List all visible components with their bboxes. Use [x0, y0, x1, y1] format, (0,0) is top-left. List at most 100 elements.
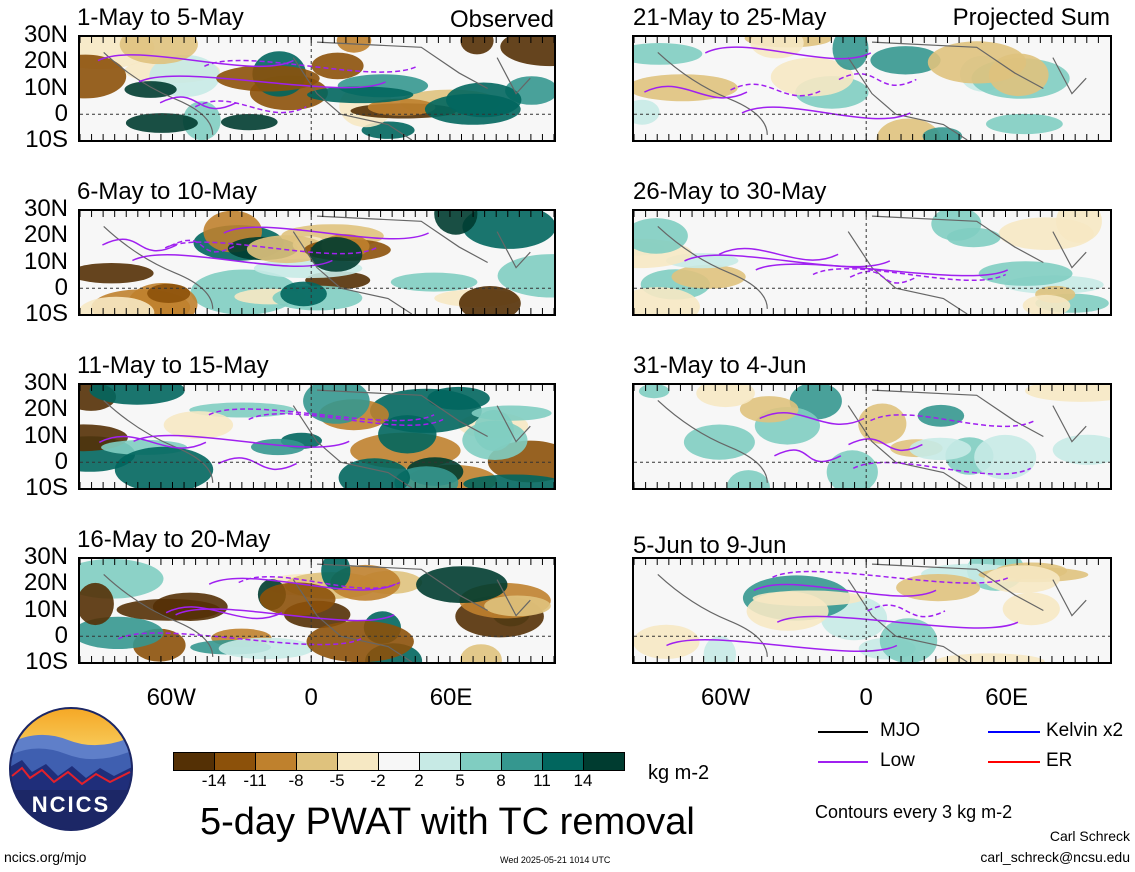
low-contour: [138, 75, 386, 89]
low-contour: [223, 226, 429, 240]
legend-line-er: [988, 761, 1040, 763]
anomaly-blob: [671, 264, 746, 289]
anomaly-blob: [303, 385, 370, 424]
anomaly-blob: [770, 57, 854, 97]
lat-label: 20N: [23, 569, 68, 597]
colorbar-cell: [255, 752, 297, 771]
coastline: [103, 574, 214, 657]
colorbar-label: 5: [455, 771, 465, 790]
map-field: [632, 383, 1112, 490]
lat-label: 10N: [23, 595, 68, 623]
anomaly-blob: [484, 595, 551, 617]
coastline: [496, 579, 531, 617]
logo-icon: [9, 707, 133, 831]
pwat-field: [80, 211, 554, 314]
anomaly-blob: [879, 618, 938, 662]
anomaly-blob: [634, 43, 703, 65]
footer-url: ncics.org/mjo: [4, 849, 87, 865]
low-contour: [666, 639, 898, 652]
anomaly-blob: [726, 470, 770, 488]
anomaly-blob: [927, 41, 1027, 84]
anomaly-blob: [638, 385, 670, 399]
anomaly-blob: [80, 582, 114, 626]
low-contour: [248, 412, 444, 427]
anomaly-blob: [306, 620, 414, 662]
low-contour: [848, 438, 923, 451]
anomaly-blob: [416, 566, 508, 603]
coastline: [1052, 579, 1087, 617]
coastline: [871, 389, 1044, 438]
low-contour: [132, 253, 333, 268]
anomaly-blob: [280, 281, 327, 307]
panel-title: 6-May to 10-May: [77, 178, 258, 205]
anomaly-blob: [336, 37, 372, 53]
anomaly-blob: [462, 211, 554, 249]
anomaly-blob: [367, 98, 436, 116]
colorbar-label: 14: [573, 771, 593, 790]
lat-label: 30N: [23, 369, 68, 396]
colorbar-label: -11: [243, 771, 267, 790]
low-contour: [812, 267, 1007, 282]
colorbar-units: kg m-2: [648, 762, 710, 784]
anomaly-blob: [124, 81, 177, 98]
low-contour: [118, 632, 362, 646]
footer-timestamp: Wed 2025-05-21 1014 UTC: [500, 855, 611, 865]
map-field: [632, 557, 1112, 664]
anomaly-blob: [80, 616, 164, 649]
low-contour: [208, 577, 396, 591]
anomaly-blob: [309, 237, 363, 272]
lat-label: 0: [54, 621, 68, 649]
coastline: [103, 400, 214, 483]
colorbar-label: -5: [329, 771, 345, 790]
coastline: [316, 215, 488, 264]
colorbar-cell: [460, 752, 502, 771]
coastline: [847, 579, 968, 662]
lat-label: 10N: [23, 247, 68, 275]
pwat-field: [80, 37, 554, 140]
pwat-field: [634, 559, 1110, 662]
anomaly-blob: [321, 559, 351, 590]
anomaly-blob: [858, 403, 907, 445]
low-contour: [208, 408, 435, 422]
low-contour: [753, 583, 937, 597]
anomaly-blob: [80, 296, 155, 314]
panel-title: 16-May to 20-May: [77, 526, 271, 553]
anomaly-blob: [251, 438, 305, 456]
colorbar-label: 2: [414, 771, 424, 790]
anomaly-blob: [459, 286, 521, 314]
anomaly-blob: [307, 86, 414, 104]
coastline: [1052, 405, 1087, 443]
colorbar-label: -14: [201, 771, 227, 790]
lat-label: 10S: [25, 300, 68, 327]
colorbar-cell: [173, 752, 215, 771]
low-contour: [165, 606, 283, 620]
lat-label: 20N: [23, 221, 68, 249]
lon-label: 60E: [985, 684, 1028, 711]
coastline: [316, 563, 488, 612]
anomaly-blob: [1022, 294, 1071, 314]
low-contour: [776, 615, 1019, 629]
credit-name: Carl Schreck: [1049, 828, 1130, 844]
coastline: [316, 389, 488, 438]
panel-title: 1-May to 5-May: [77, 4, 244, 31]
anomaly-blob: [696, 385, 755, 408]
panel-tag-observed: Observed: [449, 6, 554, 33]
anomaly-blob: [460, 37, 494, 55]
low-contour: [194, 100, 307, 114]
legend-label-er: ER: [1046, 750, 1073, 771]
anomaly-blob: [147, 283, 191, 303]
lat-label: 0: [54, 99, 68, 127]
panel-title: 26-May to 30-May: [633, 178, 827, 205]
coastline: [1052, 231, 1087, 269]
anomaly-blob: [1025, 385, 1110, 402]
low-contour: [774, 449, 842, 463]
lat-label: 20N: [23, 395, 68, 423]
coastline: [657, 400, 768, 483]
anomaly-blob: [746, 591, 829, 631]
low-contour: [133, 434, 350, 448]
panel-title: 11-May to 15-May: [77, 352, 269, 379]
map-field: [78, 557, 556, 664]
lat-label: 10N: [23, 73, 68, 101]
anomaly-blob: [931, 211, 982, 241]
anomaly-blob: [634, 287, 700, 314]
